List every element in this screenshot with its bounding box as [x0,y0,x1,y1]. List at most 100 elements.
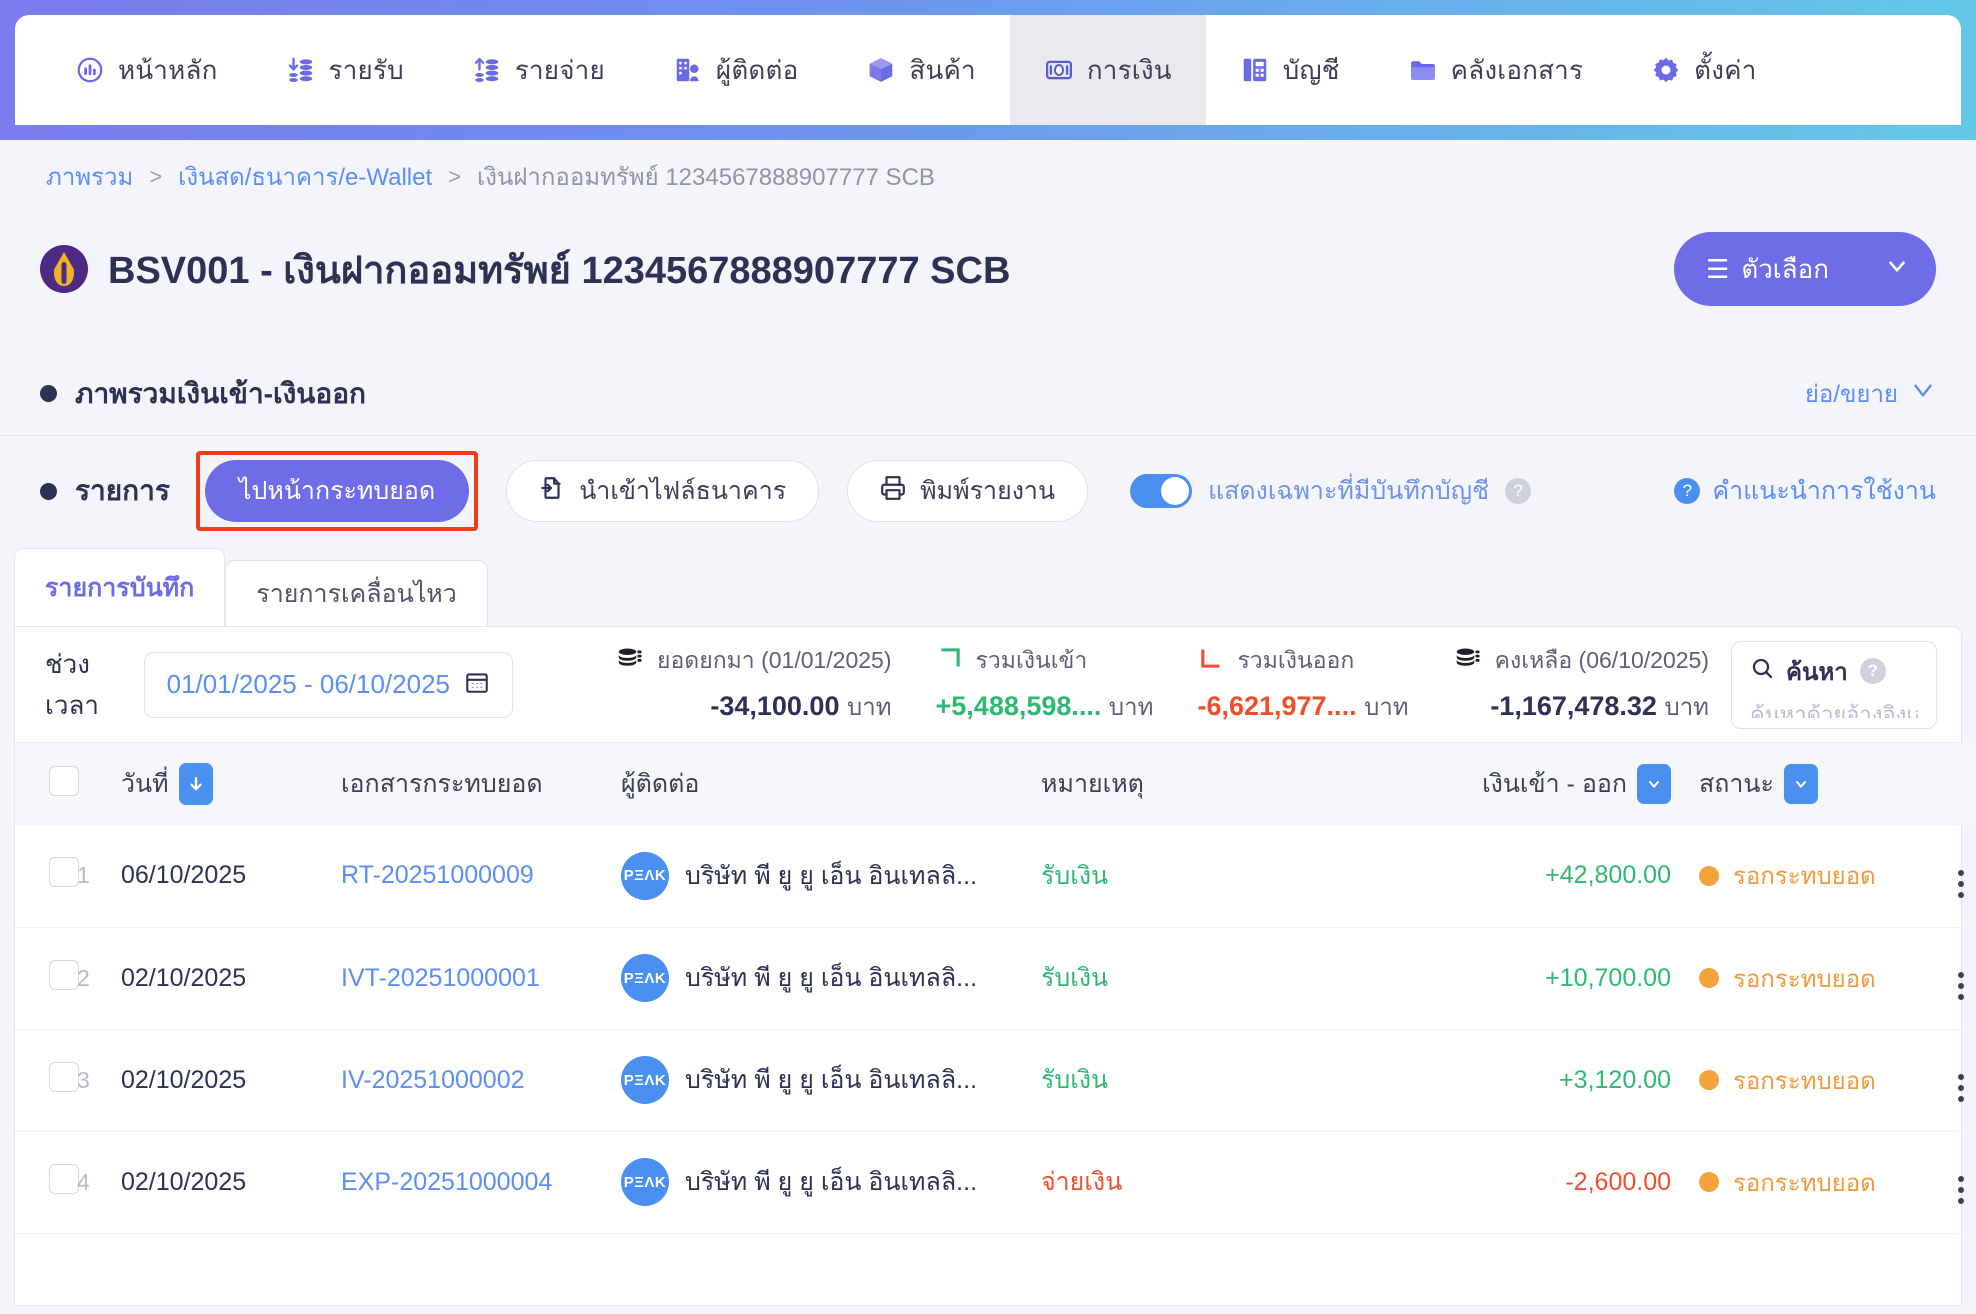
th-note[interactable]: หมายเหตุ [1041,770,1144,798]
nav-item-label: รายรับ [328,54,404,85]
th-contact[interactable]: ผู้ติดต่อ [621,770,700,798]
nav-item-สินค้า[interactable]: สินค้า [832,15,1009,125]
row-more-options-icon[interactable] [1958,972,1964,1000]
date-range-picker[interactable]: 01/01/2025 - 06/10/2025 [143,651,513,718]
sort-descending-icon[interactable] [178,763,213,805]
hamburger-icon: ☰ [1706,253,1730,284]
go-to-reconcile-button[interactable]: ไปหน้ากระทบยอด [204,460,470,522]
nav-item-บัญชี[interactable]: บัญชี [1206,15,1374,125]
th-reconcile-document[interactable]: เอกสารกระทบยอด [341,770,543,798]
stat-value: -34,100.00 บาท [615,687,891,726]
row-actions-cell [1921,1029,1976,1131]
breadcrumb-separator: > [149,163,163,189]
stat-amount: -34,100.00 [710,691,840,721]
nav-item-หน้าหลัก[interactable]: หน้าหลัก [41,15,252,125]
nav-item-การเงิน[interactable]: การเงิน [1009,15,1206,125]
action-bar: รายการ ไปหน้ากระทบยอด นำเข้าไฟล์ธนาคาร พ… [0,446,1976,536]
collapse-expand-toggle[interactable]: ย่อ/ขยาย [1805,374,1936,413]
table-row[interactable]: 3 02/10/2025 IV-20251000002 PΞΛK บริษัท พี ย… [15,1029,1976,1131]
tab-movement-transactions[interactable]: รายการเคลื่อนไหว [225,560,488,626]
main-navigation: หน้าหลัก รายรับ รายจ่าย ผู้ติดต่อ สินค้า การเ… [15,15,1961,125]
row-contact-name: บริษัท พี ยู ยู เอ็น อินเทลลิ... [685,1168,978,1196]
row-note: รับเงิน [1041,964,1109,992]
table-row[interactable]: 1 06/10/2025 RT-20251000009 PΞΛK บริษัท พี ย… [15,825,1976,927]
tab-bar: รายการบันทึก รายการเคลื่อนไหว [14,548,488,626]
overview-section-label: ภาพรวมเงินเข้า-เงินออก [75,377,366,409]
income-icon [286,55,316,85]
row-document-link[interactable]: IVT-20251000001 [341,963,540,992]
nav-left-spacer [15,15,41,125]
arrow-out-icon [1197,644,1225,678]
nav-item-ตั้งค่า[interactable]: ตั้งค่า [1617,15,1790,125]
th-amount-label: เงินเข้า - ออก [1482,770,1627,798]
status-filter-chevron-icon[interactable] [1783,764,1818,804]
row-checkbox[interactable] [49,1061,79,1092]
th-status[interactable]: สถานะ [1671,743,1921,825]
nav-item-label: บัญชี [1282,54,1340,85]
nav-item-คลังเอกสาร[interactable]: คลังเอกสาร [1374,15,1618,125]
th-select-all [15,743,79,825]
import-bank-file-button[interactable]: นำเข้าไฟล์ธนาคาร [506,460,820,522]
table-row[interactable]: 4 02/10/2025 EXP-20251000004 PΞΛK บริษัท พี … [15,1131,1976,1233]
row-document-link[interactable]: IV-20251000002 [341,1065,525,1094]
bullet-icon [40,385,57,402]
th-status-label: สถานะ [1699,770,1774,798]
select-all-checkbox[interactable] [49,765,79,796]
row-actions-cell [1921,825,1976,927]
status-dot-icon [1699,1070,1719,1090]
row-contact-name: บริษัท พี ยู ยู เอ็น อินเทลลิ... [685,964,978,992]
nav-item-label: คลังเอกสาร [1450,54,1584,85]
search-icon [1750,656,1774,687]
show-only-booked-toggle[interactable] [1130,474,1193,508]
nav-item-label: ผู้ติดต่อ [715,54,799,85]
search-help-icon[interactable]: ? [1859,658,1886,684]
row-document-cell: IV-20251000002 [341,1029,621,1131]
nav-item-label: รายจ่าย [514,54,605,85]
contact-avatar: PΞΛK [621,851,669,900]
nav-item-รายจ่าย[interactable]: รายจ่าย [438,15,639,125]
row-more-options-icon[interactable] [1958,1074,1964,1102]
row-checkbox[interactable] [49,857,79,888]
breadcrumb-item-overview[interactable]: ภาพรวม [46,164,134,191]
row-status-cell: รอกระทบยอด [1671,1131,1921,1233]
usage-guide-link[interactable]: ? คำแนะนำการใช้งาน [1674,471,1936,511]
status-badge: รอกระทบยอด [1733,1067,1876,1095]
stat-value: -6,621,977.... บาท [1197,687,1408,726]
table-row[interactable]: 2 02/10/2025 IVT-20251000001 PΞΛK บริษัท พี … [15,927,1976,1029]
nav-item-รายรับ[interactable]: รายรับ [252,15,438,125]
row-note-cell: รับเงิน [1041,927,1401,1029]
breadcrumb-separator: > [448,163,462,189]
collapse-expand-label: ย่อ/ขยาย [1804,381,1898,408]
stat-value: +5,488,598.... บาท [936,687,1154,726]
tab-recorded-transactions[interactable]: รายการบันทึก [14,548,226,626]
row-document-link[interactable]: RT-20251000009 [341,861,534,890]
row-more-options-icon[interactable] [1958,1176,1964,1204]
row-document-link[interactable]: EXP-20251000004 [341,1167,553,1196]
stat-ยอดยกมา (01/01/2025): ยอดยกมา (01/01/2025) -34,100.00 บาท [593,643,914,726]
row-contact-cell: PΞΛK บริษัท พี ยู ยู เอ็น อินเทลลิ... [621,927,1041,1029]
row-more-options-icon[interactable] [1958,869,1964,898]
product-box-icon [866,55,896,85]
row-checkbox[interactable] [49,959,79,990]
th-date[interactable]: วันที่ [121,743,341,825]
calendar-icon [464,669,490,700]
stat-unit: บาท [1108,694,1154,721]
row-amount-cell: +10,700.00 [1401,927,1671,1029]
print-report-button[interactable]: พิมพ์รายงาน [847,460,1089,522]
stat-รวมเงินเข้า: รวมเงินเข้า +5,488,598.... บาท [914,643,1176,726]
options-button[interactable]: ☰ ตัวเลือก [1674,232,1936,306]
nav-item-ผู้ติดต่อ[interactable]: ผู้ติดต่อ [639,15,833,125]
row-date: 02/10/2025 [121,963,247,992]
amount-filter-chevron-icon[interactable] [1637,764,1671,804]
search-box[interactable]: ค้นหา ? ค้นหาด้วยอ้างอิงเอกสาร, [1731,640,1937,729]
status-dot-icon [1699,968,1719,988]
breadcrumb-item-cash-bank-wallet[interactable]: เงินสด/ธนาคาร/e-Wallet [178,164,433,191]
th-amount[interactable]: เงินเข้า - ออก [1401,743,1671,825]
row-checkbox[interactable] [49,1163,79,1194]
stat-label: รวมเงินเข้า [975,647,1088,673]
status-badge: รอกระทบยอด [1733,863,1876,891]
search-input[interactable]: ค้นหาด้วยอ้างอิงเอกสาร, [1750,701,1918,718]
row-amount: +3,120.00 [1559,1065,1671,1094]
help-tooltip-icon[interactable]: ? [1505,478,1532,504]
transactions-section-label: รายการ [75,475,170,506]
